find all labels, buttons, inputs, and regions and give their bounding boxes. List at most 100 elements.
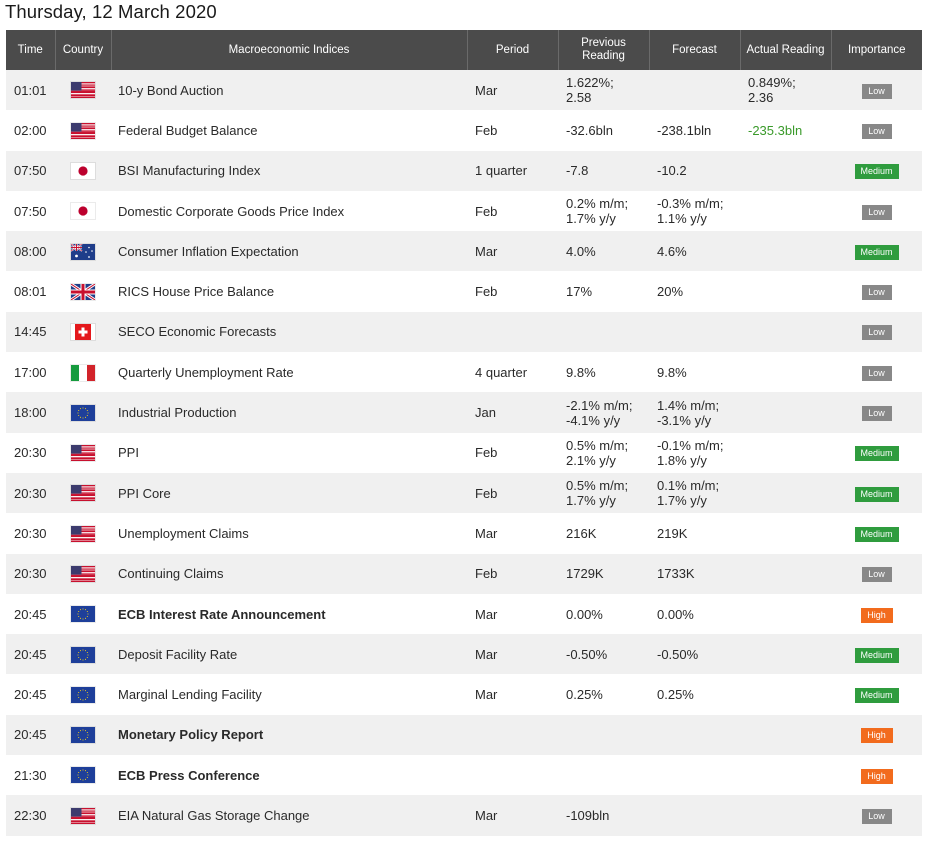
table-row[interactable]: 08:01 RICS House Price Balance Feb 17% 20% Lo… — [6, 271, 922, 312]
previous-cell: 0.2% m/m; 1.7% y/y — [558, 190, 649, 232]
actual-cell — [740, 271, 831, 312]
indicator-cell[interactable]: Unemployment Claims — [111, 513, 467, 554]
country-cell — [55, 352, 111, 393]
forecast-cell — [649, 714, 740, 756]
importance-cell: Low — [831, 311, 922, 353]
indicator-cell[interactable]: Industrial Production — [111, 392, 467, 433]
indicator-cell[interactable]: Deposit Facility Rate — [111, 634, 467, 675]
importance-badge: Low — [861, 567, 892, 583]
actual-cell — [740, 432, 831, 473]
country-cell — [55, 553, 111, 594]
actual-cell — [740, 674, 831, 715]
previous-cell: 0.25% — [558, 674, 649, 715]
table-row[interactable]: 21:30 ECB Press Conference High — [6, 755, 922, 796]
table-row[interactable]: 20:30 PPI Core Feb 0.5% m/m; 1.7% y/y 0.1% m/… — [6, 472, 922, 514]
column-header-period[interactable]: Period — [466, 30, 558, 70]
indicator-cell[interactable]: Federal Budget Balance — [111, 110, 467, 151]
table-row[interactable]: 20:45 Deposit Facility Rate Mar -0.50% -0.50… — [6, 634, 922, 675]
previous-cell: -109bln — [558, 795, 649, 836]
indicator-cell[interactable]: Monetary Policy Report — [111, 714, 467, 756]
column-header-forecast[interactable]: Forecast — [648, 30, 740, 70]
indicator-cell[interactable]: 10-y Bond Auction — [111, 70, 467, 111]
time-cell: 14:45 — [6, 311, 55, 353]
us-flag-icon — [71, 807, 95, 824]
country-cell — [55, 714, 111, 756]
time-cell: 17:00 — [6, 352, 55, 393]
importance-badge: Medium — [854, 164, 899, 180]
table-row[interactable]: 20:30 Continuing Claims Feb 1729K 1733K Low — [6, 553, 922, 594]
indicator-cell[interactable]: RICS House Price Balance — [111, 271, 467, 312]
actual-cell — [740, 513, 831, 554]
table-row[interactable]: 20:45 Marginal Lending Facility Mar 0.25% 0.… — [6, 674, 922, 715]
country-cell — [55, 70, 111, 111]
previous-cell: 4.0% — [558, 231, 649, 272]
importance-cell: Low — [831, 110, 922, 151]
column-header-previous[interactable]: Previous Reading — [557, 30, 649, 70]
forecast-cell: 4.6% — [649, 231, 740, 272]
indicator-cell[interactable]: SECO Economic Forecasts — [111, 311, 467, 353]
table-row[interactable]: 01:01 10-y Bond Auction Mar 1.622%; 2.58 0.84… — [6, 70, 922, 111]
indicator-cell[interactable]: BSI Manufacturing Index — [111, 150, 467, 191]
period-cell: Mar — [467, 674, 558, 715]
indicator-cell[interactable]: EIA Natural Gas Storage Change — [111, 795, 467, 836]
time-cell: 20:45 — [6, 634, 55, 675]
forecast-cell: 1.4% m/m; -3.1% y/y — [649, 392, 740, 433]
importance-cell: Medium — [831, 432, 922, 473]
indicator-cell[interactable]: Marginal Lending Facility — [111, 674, 467, 715]
forecast-cell: -238.1bln — [649, 110, 740, 151]
country-cell — [55, 231, 111, 272]
period-cell: Mar — [467, 513, 558, 554]
eu-flag-icon — [71, 767, 95, 784]
period-cell: Feb — [467, 190, 558, 232]
table-row[interactable]: 18:00 Industrial Production Jan -2.1% m/m; -… — [6, 392, 922, 433]
importance-badge: Low — [861, 285, 892, 301]
indicator-cell[interactable]: Consumer Inflation Expectation — [111, 231, 467, 272]
actual-cell — [740, 352, 831, 393]
actual-cell — [740, 714, 831, 756]
table-row[interactable]: 20:45 Monetary Policy Report High — [6, 714, 922, 756]
uk-flag-icon — [71, 283, 95, 300]
column-header-indices[interactable]: Macroeconomic Indices — [110, 30, 467, 70]
column-header-actual[interactable]: Actual Reading — [739, 30, 831, 70]
previous-cell: 17% — [558, 271, 649, 312]
table-row[interactable]: 14:45 SECO Economic Forecasts Low — [6, 311, 922, 353]
actual-cell — [740, 634, 831, 675]
table-row[interactable]: 17:00 Quarterly Unemployment Rate 4 quarte… — [6, 352, 922, 393]
it-flag-icon — [71, 364, 95, 381]
time-cell: 20:30 — [6, 553, 55, 594]
column-header-importance[interactable]: Importance — [830, 30, 922, 70]
period-cell — [467, 714, 558, 756]
actual-cell — [740, 231, 831, 272]
column-header-time[interactable]: Time — [6, 30, 55, 70]
table-row[interactable]: 20:30 PPI Feb 0.5% m/m; 2.1% y/y -0.1% m/m; 1.… — [6, 432, 922, 473]
table-row[interactable]: 22:30 EIA Natural Gas Storage Change Mar -1… — [6, 795, 922, 836]
table-row[interactable]: 20:30 Unemployment Claims Mar 216K 219K Mediu… — [6, 513, 922, 554]
importance-cell: Medium — [831, 674, 922, 715]
time-cell: 20:30 — [6, 472, 55, 514]
table-row[interactable]: 07:50 Domestic Corporate Goods Price Inde… — [6, 190, 922, 232]
previous-cell: 1729K — [558, 553, 649, 594]
indicator-cell[interactable]: PPI — [111, 432, 467, 473]
indicator-cell[interactable]: Domestic Corporate Goods Price Index — [111, 190, 467, 232]
previous-cell: 9.8% — [558, 352, 649, 393]
importance-cell: Medium — [831, 513, 922, 554]
indicator-cell[interactable]: PPI Core — [111, 472, 467, 514]
forecast-cell — [649, 755, 740, 796]
indicator-cell[interactable]: Continuing Claims — [111, 553, 467, 594]
period-cell: Feb — [467, 553, 558, 594]
importance-badge: Low — [861, 83, 892, 99]
importance-badge: Low — [861, 365, 892, 381]
importance-badge: High — [860, 728, 893, 744]
period-cell: Mar — [467, 795, 558, 836]
table-row[interactable]: 08:00 Consumer Inflation Expectation Mar 4.… — [6, 231, 922, 272]
country-cell — [55, 190, 111, 232]
period-cell: Feb — [467, 271, 558, 312]
indicator-cell[interactable]: Quarterly Unemployment Rate — [111, 352, 467, 393]
forecast-cell: 9.8% — [649, 352, 740, 393]
indicator-cell[interactable]: ECB Interest Rate Announcement — [111, 593, 467, 635]
indicator-cell[interactable]: ECB Press Conference — [111, 755, 467, 796]
column-header-country[interactable]: Country — [54, 30, 111, 70]
table-row[interactable]: 02:00 Federal Budget Balance Feb -32.6bln -2… — [6, 110, 922, 151]
table-row[interactable]: 20:45 ECB Interest Rate Announcement Mar 0.… — [6, 593, 922, 635]
table-row[interactable]: 07:50 BSI Manufacturing Index 1 quarter -7.… — [6, 150, 922, 191]
